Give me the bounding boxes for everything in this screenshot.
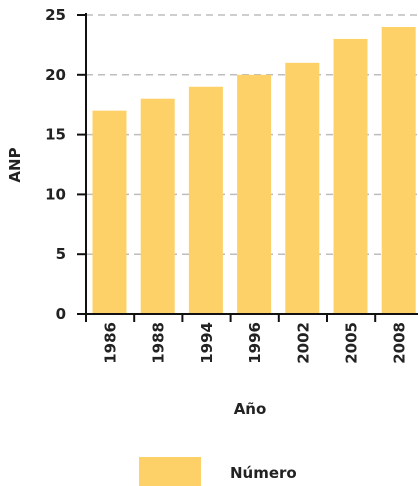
axes — [77, 13, 418, 322]
x-axis-title: Año — [234, 400, 267, 418]
bar-1986 — [92, 110, 127, 315]
y-tick-label: 15 — [45, 126, 66, 144]
x-tick-labels: 1986 1988 1994 1996 2002 2005 2008 — [102, 322, 409, 364]
legend: Número — [139, 457, 297, 486]
bars — [92, 26, 416, 315]
legend-label: Número — [230, 464, 297, 482]
x-tick-label: 1994 — [198, 322, 216, 364]
x-tick-label: 2005 — [343, 322, 361, 364]
x-tick-label: 2002 — [294, 322, 312, 364]
y-tick-label: 0 — [56, 305, 66, 323]
bar-1988 — [140, 98, 175, 314]
bar-2005 — [333, 38, 368, 315]
y-tick-label: 25 — [45, 6, 66, 24]
bar-1994 — [188, 86, 223, 314]
bar-2002 — [285, 62, 320, 315]
x-tick-label: 2008 — [391, 322, 409, 364]
y-axis-title: ANP — [6, 147, 24, 182]
y-tick-label: 10 — [45, 185, 66, 203]
y-tick-label: 5 — [56, 245, 66, 263]
x-tick-label: 1996 — [246, 322, 264, 364]
y-tick-labels: 0 5 10 15 20 25 — [45, 6, 66, 323]
bar-2008 — [381, 26, 416, 315]
bar-1996 — [237, 74, 272, 314]
x-tick-label: 1986 — [102, 322, 120, 364]
x-tick-label: 1988 — [150, 322, 168, 364]
legend-swatch — [139, 457, 201, 486]
y-tick-label: 20 — [45, 66, 66, 84]
